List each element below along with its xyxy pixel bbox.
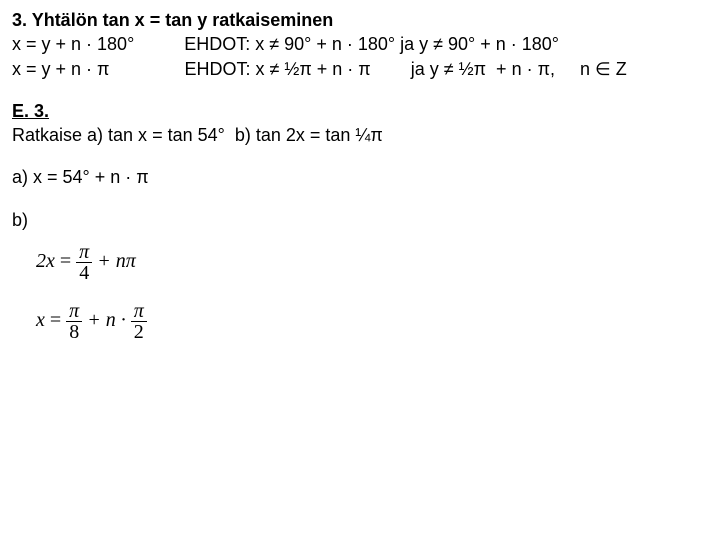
answer-a-text: a) x = 54° + n · π [12, 165, 708, 189]
equation-2: x = π8 + n · π2 [36, 301, 708, 342]
eq2-equals: = [45, 309, 66, 331]
eq1-fraction: π4 [76, 242, 92, 283]
eq2-lhs: x [36, 309, 45, 331]
eq1-lhs: 2x [36, 250, 55, 272]
eq2-fraction-1: π8 [66, 301, 82, 342]
answer-b-label: b) [12, 208, 708, 232]
solution-line-radians: x = y + n · π EHDOT: x ≠ ½π + n · π ja y… [12, 57, 708, 81]
example-section: E. 3. Ratkaise a) tan x = tan 54° b) tan… [12, 99, 708, 148]
example-header: E. 3. [12, 99, 708, 123]
answer-b: b) 2x = π4 + nπ x = π8 + n · π2 [12, 208, 708, 342]
eq1-equals: = [55, 250, 76, 272]
example-body: Ratkaise a) tan x = tan 54° b) tan 2x = … [12, 123, 708, 147]
section-title: 3. Yhtälön tan x = tan y ratkaiseminen [12, 8, 708, 32]
rule-section: 3. Yhtälön tan x = tan y ratkaiseminen x… [12, 8, 708, 81]
eq2-fraction-2: π2 [131, 301, 147, 342]
eq1-rhs: + nπ [92, 250, 136, 272]
eq2-mid: + n · [82, 309, 131, 331]
equation-1: 2x = π4 + nπ [36, 242, 708, 283]
answer-b-equations: 2x = π4 + nπ x = π8 + n · π2 [36, 242, 708, 342]
answer-a: a) x = 54° + n · π [12, 165, 708, 189]
solution-line-degrees: x = y + n · 180° EHDOT: x ≠ 90° + n · 18… [12, 32, 708, 56]
